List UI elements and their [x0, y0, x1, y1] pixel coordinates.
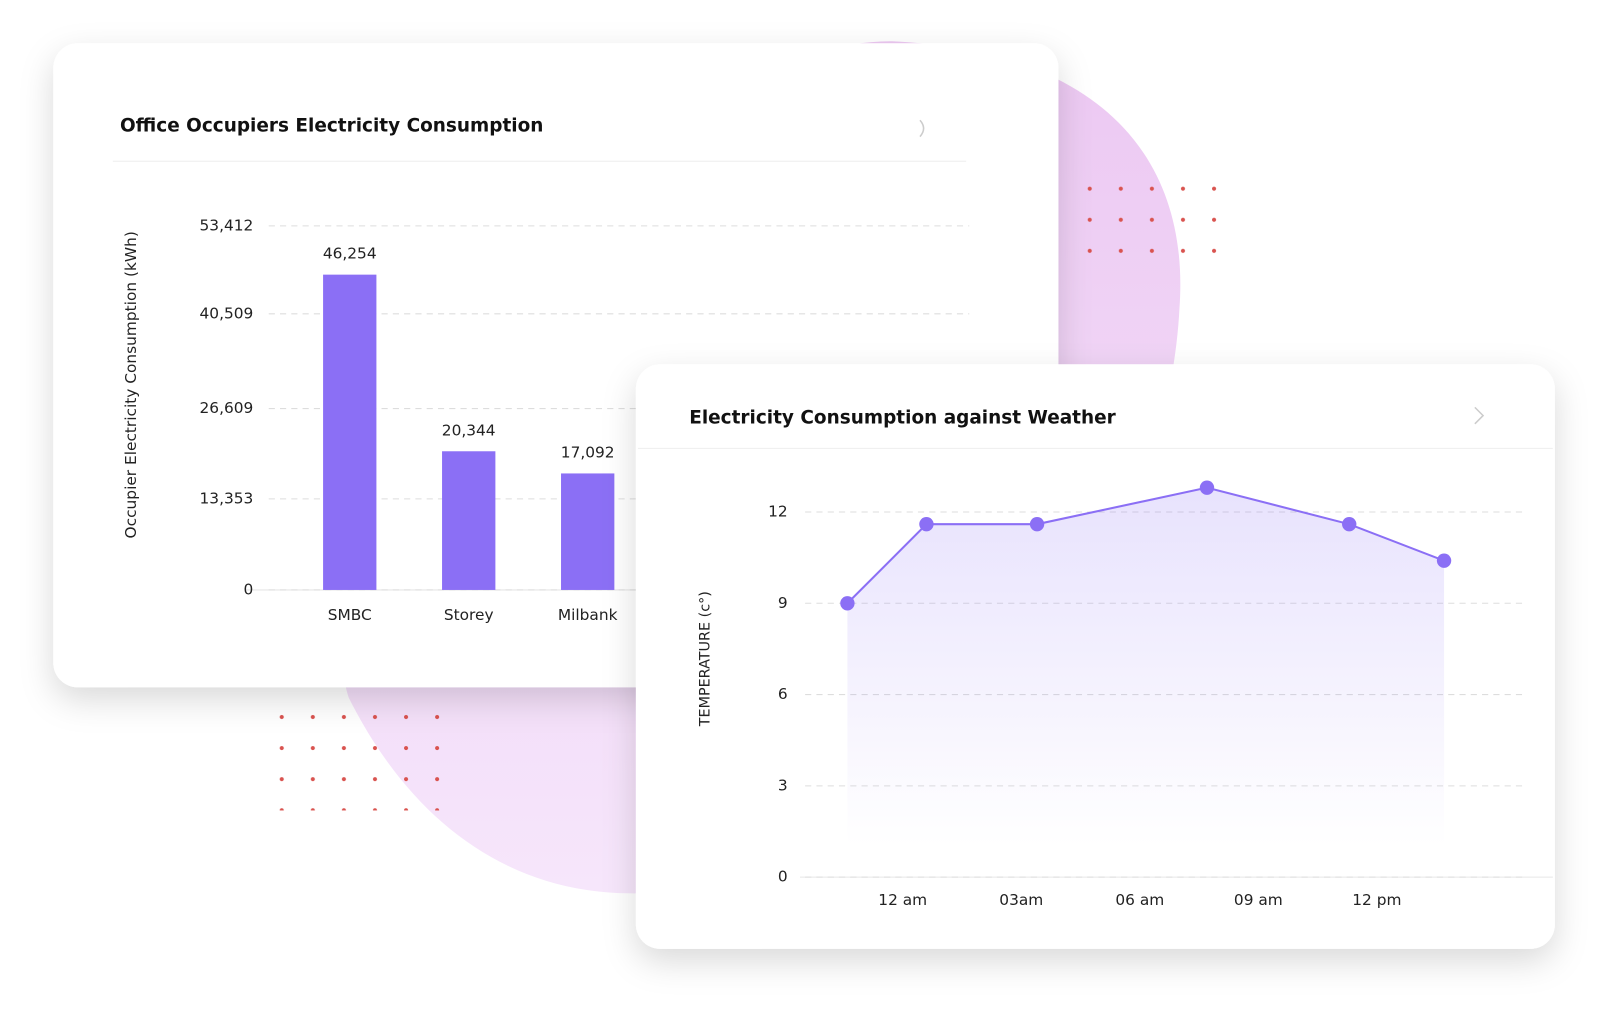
y-tick-label: 40,509: [200, 304, 254, 322]
point: [1199, 480, 1215, 495]
chevron[interactable]: [919, 119, 925, 138]
point: [1342, 516, 1357, 532]
x-tick-label: Milbank: [558, 606, 618, 624]
point: [1436, 553, 1452, 568]
bar-chart: Office Occupiers Electricity Consumption…: [112, 115, 970, 624]
dot-pattern: [254, 707, 455, 811]
data-label: 17,092: [561, 443, 615, 461]
y-tick-label: 26,609: [200, 399, 254, 417]
y-tick-label: 0: [778, 868, 788, 886]
x-tick-label: 03am: [999, 891, 1043, 909]
bar: [561, 473, 615, 590]
y-tick-label: 3: [778, 776, 788, 794]
bar: [442, 451, 496, 590]
chevron[interactable]: [1474, 406, 1485, 425]
chart-title: Electricity Consumption against Weather: [689, 408, 1116, 429]
point: [919, 516, 934, 532]
data-label: 46,254: [323, 245, 377, 263]
bar: [323, 274, 377, 590]
x-tick-label: 12 pm: [1352, 891, 1401, 909]
y-tick-label: 53,412: [200, 216, 254, 234]
area: [847, 487, 1445, 847]
x-tick-label: SMBC: [328, 606, 372, 624]
line: [846, 486, 1445, 605]
x-tick-label: 12 am: [878, 891, 927, 909]
y-tick-label: 6: [778, 685, 788, 703]
point: [1029, 516, 1045, 532]
y-axis-label: TEMPERATURE (c°): [698, 591, 714, 727]
point: [840, 596, 855, 611]
y-tick-label: 0: [244, 580, 254, 598]
y-axis-label: Occupier Electricity Consumption (kWh): [122, 231, 140, 538]
y-tick-label: 12: [768, 503, 788, 521]
x-tick-label: 06 am: [1115, 891, 1164, 909]
x-tick-label: 09 am: [1234, 891, 1283, 909]
line-chart: Electricity Consumption against Weather …: [637, 406, 1553, 909]
dot-pattern: [1066, 174, 1236, 278]
chart-title: Office Occupiers Electricity Consumption: [120, 115, 543, 136]
data-label: 20,344: [442, 421, 496, 439]
x-tick-label: Storey: [444, 606, 494, 624]
y-tick-label: 9: [778, 594, 788, 612]
y-tick-label: 13,353: [200, 489, 254, 507]
